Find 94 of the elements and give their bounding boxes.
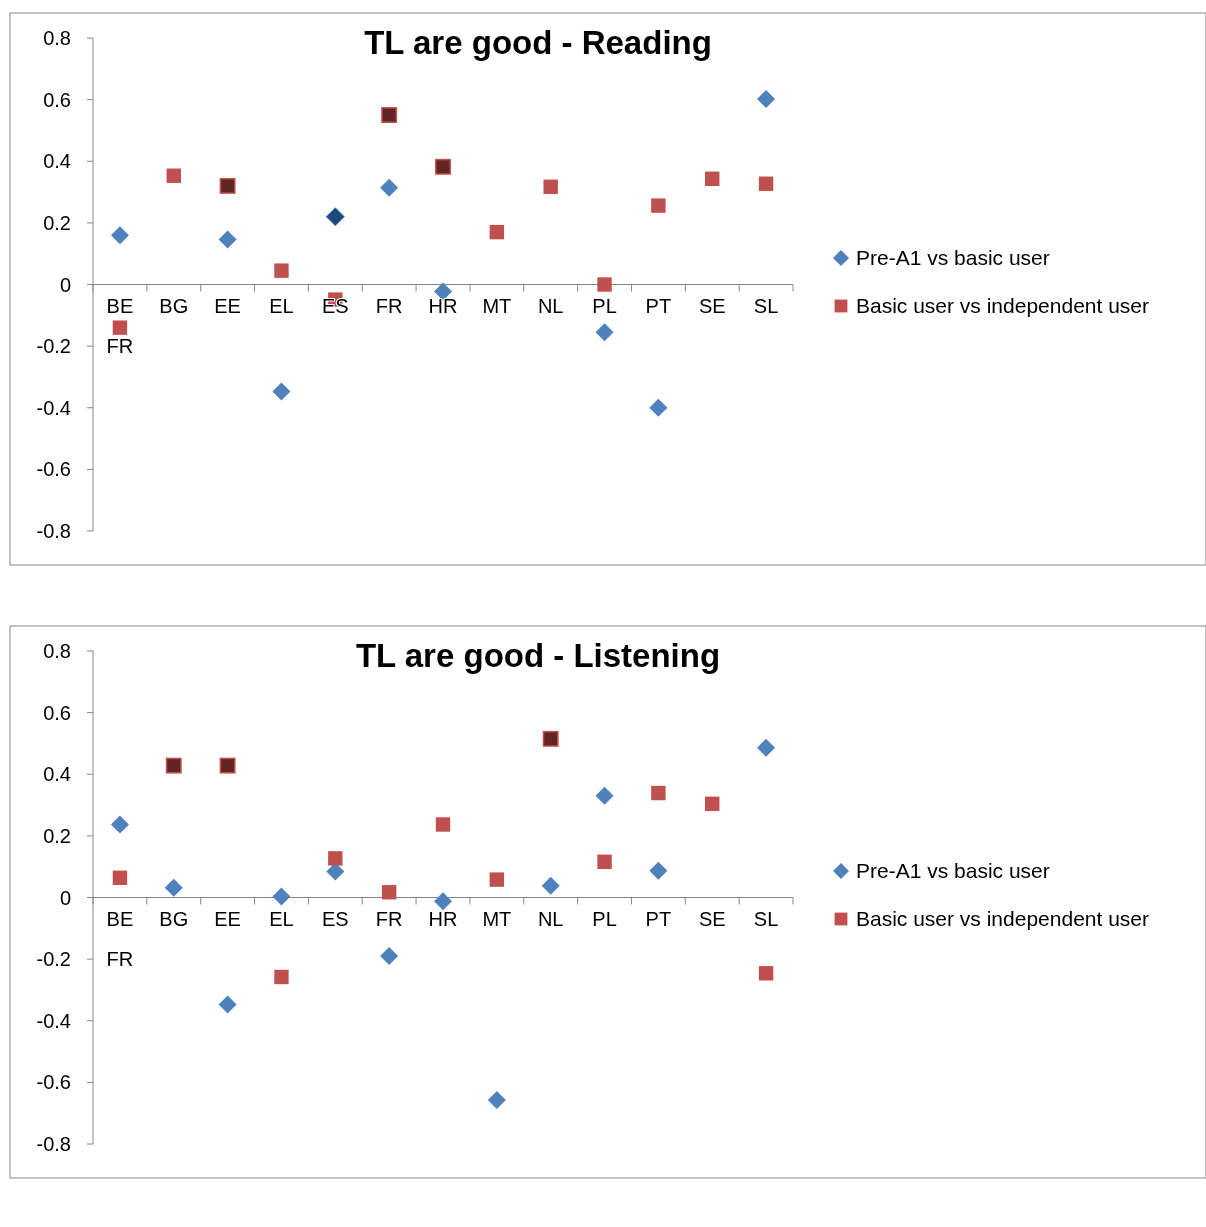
point <box>112 320 128 335</box>
y-tick-label: 0.6 <box>43 701 71 724</box>
x-tick-label: MT <box>482 907 512 930</box>
x-tick-label: PL <box>592 907 617 930</box>
x-tick-label: EL <box>269 907 294 930</box>
y-tick-label: -0.8 <box>36 1133 71 1155</box>
x-tick-label: EE <box>214 907 241 930</box>
x-tick-label: MT <box>482 294 512 317</box>
point <box>272 887 291 906</box>
point <box>380 947 399 966</box>
x-tick-label: PT <box>645 294 672 317</box>
y-tick-label: -0.6 <box>36 458 71 481</box>
point <box>381 885 397 900</box>
point <box>597 854 612 869</box>
x-tick-label: EL <box>269 294 294 317</box>
x-tick-label: SL <box>753 294 779 317</box>
point <box>166 168 181 183</box>
x-tick-label: BG <box>159 294 189 317</box>
y-tick-label: 0.4 <box>43 763 71 786</box>
point <box>274 263 289 278</box>
x-tick-label: BG <box>159 907 189 930</box>
y-tick-label: -0.2 <box>36 948 71 971</box>
x-tick-label: HR <box>428 907 458 930</box>
x-tick-label: HR <box>428 294 458 317</box>
y-tick-label: 0.2 <box>43 211 71 234</box>
point <box>595 786 614 805</box>
legend-label: Basic user vs independent user <box>856 907 1150 931</box>
point <box>219 177 236 194</box>
point <box>435 158 451 175</box>
point <box>651 198 666 213</box>
point <box>112 870 128 885</box>
point <box>328 851 343 866</box>
legend-label: Pre-A1 vs basic user <box>856 859 1050 883</box>
point <box>757 738 776 757</box>
point <box>543 179 558 195</box>
point <box>110 226 129 245</box>
x-tick-label: ES <box>321 294 349 317</box>
point <box>381 107 398 123</box>
y-tick-label: -0.8 <box>36 520 71 542</box>
x-tick-label: NL <box>537 907 564 930</box>
y-tick-label: 0.4 <box>43 150 71 173</box>
point <box>542 730 559 747</box>
legend-label: Pre-A1 vs basic user <box>856 246 1050 270</box>
y-tick-label: -0.4 <box>36 396 71 419</box>
x-tick-label: FR <box>375 294 403 317</box>
point <box>325 207 345 227</box>
y-tick-label: -0.6 <box>36 1071 71 1094</box>
y-tick-label: -0.4 <box>36 1009 71 1032</box>
point <box>541 876 560 895</box>
point <box>705 796 720 812</box>
point <box>434 892 452 911</box>
point <box>274 969 289 985</box>
point <box>110 815 129 834</box>
y-tick-label: 0.6 <box>43 88 71 111</box>
x-tick-label: NL <box>537 294 564 317</box>
y-tick-label: 0.8 <box>43 27 71 49</box>
y-tick-label: 0 <box>59 273 71 296</box>
point <box>758 966 774 981</box>
legend-label: Basic user vs independent user <box>856 294 1150 318</box>
point <box>757 90 776 109</box>
x-tick-label: BE FR <box>106 907 134 970</box>
point <box>597 277 612 292</box>
chart-title: TL are good - Reading <box>364 24 712 61</box>
y-tick-label: 0.8 <box>43 640 71 662</box>
x-tick-label: BE FR <box>106 294 134 357</box>
y-tick-label: -0.2 <box>36 335 71 358</box>
y-tick-label: 0 <box>59 886 71 909</box>
x-tick-label: SE <box>698 907 726 930</box>
x-tick-label: FR <box>375 907 403 930</box>
point <box>489 872 505 887</box>
x-tick-label: ES <box>321 907 349 930</box>
point <box>218 230 237 249</box>
y-tick-label: 0.2 <box>43 824 71 847</box>
point <box>165 757 182 774</box>
point <box>705 171 720 187</box>
x-tick-label: SE <box>698 294 726 317</box>
point <box>380 178 399 197</box>
x-tick-label: EE <box>214 294 241 317</box>
point <box>649 861 668 880</box>
point <box>487 1090 506 1109</box>
x-tick-label: PT <box>645 907 672 930</box>
point <box>758 176 774 191</box>
point <box>218 995 237 1014</box>
point <box>651 785 666 801</box>
x-tick-label: PL <box>592 294 617 317</box>
point <box>219 757 236 774</box>
point <box>435 817 451 832</box>
point <box>489 224 505 240</box>
chart-title: TL are good - Listening <box>355 637 721 674</box>
point <box>595 323 614 342</box>
point <box>649 398 668 417</box>
x-tick-label: SL <box>753 907 779 930</box>
point <box>272 382 291 401</box>
point <box>164 878 183 897</box>
